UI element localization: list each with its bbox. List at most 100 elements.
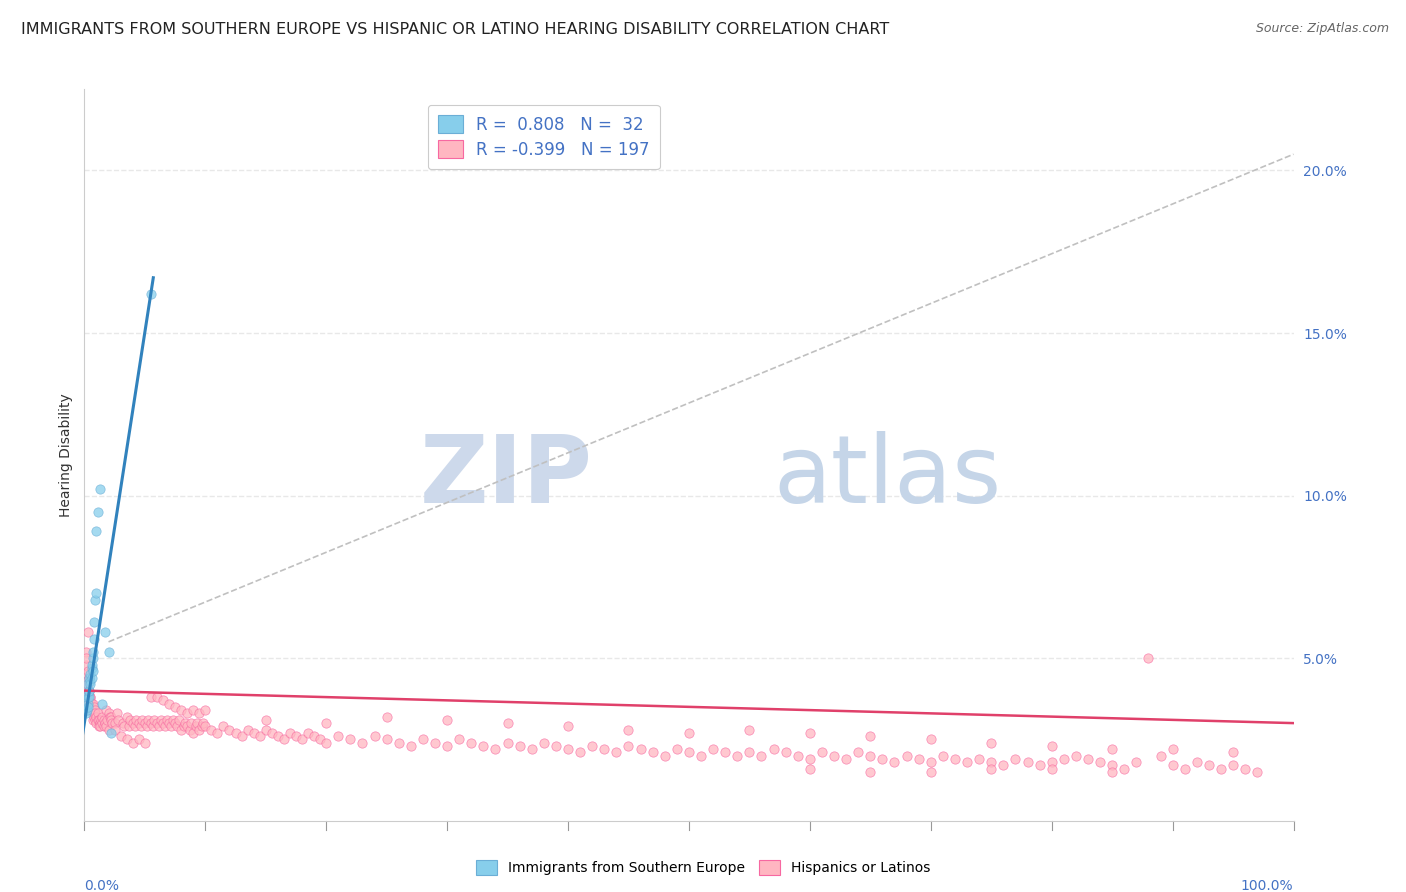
Point <box>97 723 120 737</box>
Point <box>1101 742 1123 756</box>
Text: Source: ZipAtlas.com: Source: ZipAtlas.com <box>1256 22 1389 36</box>
Point <box>160 719 183 733</box>
Point <box>83 632 105 646</box>
Point <box>200 723 222 737</box>
Point <box>79 667 101 681</box>
Point <box>1040 739 1063 753</box>
Point <box>157 716 180 731</box>
Point <box>533 736 555 750</box>
Point <box>94 703 117 717</box>
Point <box>79 693 101 707</box>
Point <box>75 706 97 721</box>
Point <box>75 657 97 672</box>
Point <box>128 716 150 731</box>
Point <box>1101 764 1123 779</box>
Point <box>86 713 108 727</box>
Point <box>77 699 100 714</box>
Point <box>79 690 101 705</box>
Point <box>131 713 153 727</box>
Point <box>352 736 374 750</box>
Point <box>920 755 942 769</box>
Point <box>811 745 834 759</box>
Point <box>236 723 259 737</box>
Point <box>883 755 905 769</box>
Point <box>124 719 146 733</box>
Point <box>509 739 531 753</box>
Point <box>77 671 100 685</box>
Point <box>79 677 101 691</box>
Text: 100.0%: 100.0% <box>1241 880 1294 892</box>
Point <box>786 748 808 763</box>
Point <box>121 736 143 750</box>
Point <box>80 697 103 711</box>
Point <box>84 713 107 727</box>
Point <box>799 726 821 740</box>
Point <box>84 706 107 721</box>
Point <box>91 697 114 711</box>
Point <box>1198 758 1220 772</box>
Point <box>1234 762 1257 776</box>
Point <box>94 719 117 733</box>
Point <box>112 716 135 731</box>
Point <box>725 748 748 763</box>
Point <box>129 719 152 733</box>
Point <box>218 723 240 737</box>
Point <box>496 736 519 750</box>
Point <box>82 713 104 727</box>
Point <box>77 683 100 698</box>
Point <box>1246 764 1268 779</box>
Point <box>97 644 120 658</box>
Point <box>1161 742 1184 756</box>
Point <box>273 732 295 747</box>
Point <box>82 664 104 678</box>
Point <box>278 726 301 740</box>
Point <box>207 726 229 740</box>
Point <box>82 706 104 721</box>
Point <box>297 726 319 740</box>
Point <box>77 697 100 711</box>
Point <box>120 713 142 727</box>
Point <box>176 719 198 733</box>
Point <box>254 713 277 727</box>
Point <box>86 709 108 723</box>
Point <box>134 736 156 750</box>
Point <box>165 716 187 731</box>
Point <box>107 713 129 727</box>
Point <box>980 736 1002 750</box>
Point <box>907 752 929 766</box>
Point <box>654 748 676 763</box>
Point <box>593 742 616 756</box>
Point <box>155 719 177 733</box>
Point <box>309 732 332 747</box>
Point <box>328 729 350 743</box>
Point <box>77 664 100 678</box>
Point <box>86 524 108 539</box>
Point <box>181 703 204 717</box>
Point <box>1137 651 1160 665</box>
Point <box>82 651 104 665</box>
Point <box>89 719 111 733</box>
Point <box>87 719 110 733</box>
Point <box>484 742 506 756</box>
Point <box>93 719 115 733</box>
Point <box>77 683 100 698</box>
Point <box>77 693 100 707</box>
Point <box>173 716 195 731</box>
Point <box>104 723 127 737</box>
Point <box>762 742 785 756</box>
Point <box>1064 748 1087 763</box>
Point <box>212 719 235 733</box>
Point <box>678 745 700 759</box>
Point <box>617 739 640 753</box>
Point <box>80 661 103 675</box>
Point <box>87 713 110 727</box>
Legend: Immigrants from Southern Europe, Hispanics or Latinos: Immigrants from Southern Europe, Hispani… <box>471 855 935 880</box>
Point <box>93 713 115 727</box>
Point <box>188 723 211 737</box>
Point <box>520 742 543 756</box>
Point <box>1053 752 1076 766</box>
Point <box>1004 752 1026 766</box>
Point <box>76 683 98 698</box>
Point <box>1185 755 1208 769</box>
Point <box>139 690 162 705</box>
